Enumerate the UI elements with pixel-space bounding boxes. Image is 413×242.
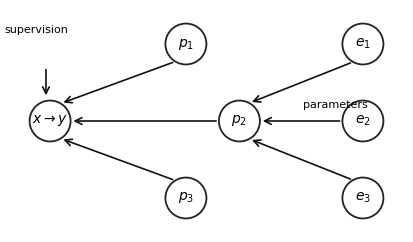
Ellipse shape — [166, 23, 206, 64]
Text: $e_3$: $e_3$ — [355, 191, 371, 205]
Ellipse shape — [342, 178, 383, 219]
Text: parameters: parameters — [303, 100, 368, 110]
Ellipse shape — [342, 100, 383, 142]
Text: $x \rightarrow y$: $x \rightarrow y$ — [32, 113, 68, 129]
Ellipse shape — [166, 178, 206, 219]
Ellipse shape — [342, 23, 383, 64]
Text: supervision: supervision — [5, 25, 69, 35]
Text: $p_3$: $p_3$ — [178, 190, 194, 205]
Text: $e_1$: $e_1$ — [355, 37, 371, 51]
Ellipse shape — [30, 100, 71, 142]
Text: $e_2$: $e_2$ — [355, 114, 371, 128]
Text: $p_2$: $p_2$ — [231, 113, 247, 129]
Text: $p_1$: $p_1$ — [178, 37, 194, 52]
Ellipse shape — [219, 100, 260, 142]
